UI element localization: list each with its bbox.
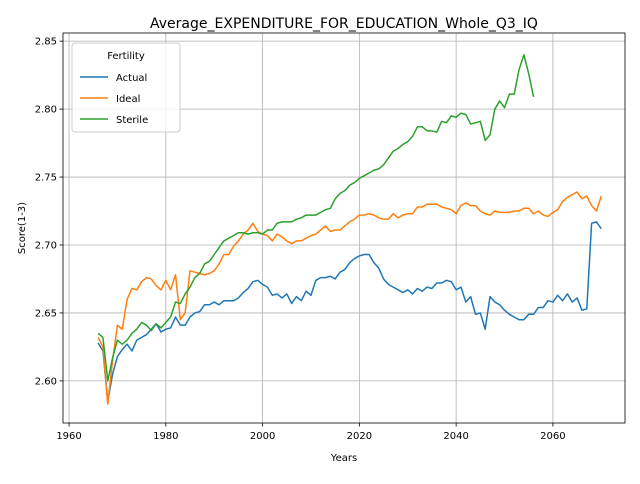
x-tick-label: 1980 bbox=[153, 431, 178, 442]
y-tick-label: 2.65 bbox=[35, 308, 57, 319]
plot-frame bbox=[62, 32, 626, 424]
y-tick-label: 2.60 bbox=[35, 376, 57, 387]
x-tick-label: 2040 bbox=[443, 431, 468, 442]
line-series bbox=[97, 191, 603, 405]
y-axis-label: Score(1-3) bbox=[17, 202, 28, 254]
chart-title: Average_EXPENDITURE_FOR_EDUCATION_Whole_… bbox=[150, 16, 538, 32]
x-tick-label: 2000 bbox=[250, 431, 275, 442]
legend-title: Fertility bbox=[107, 51, 145, 62]
y-tick-label: 2.70 bbox=[35, 240, 57, 251]
x-tick-label: 2060 bbox=[540, 431, 565, 442]
x-tick-label: 2020 bbox=[347, 431, 372, 442]
x-tick-label: 1960 bbox=[56, 431, 81, 442]
legend-label: Sterile bbox=[116, 115, 148, 126]
y-tick-label: 2.85 bbox=[35, 37, 57, 48]
x-axis-label: Years bbox=[330, 453, 357, 464]
line-series bbox=[97, 53, 535, 382]
legend-label: Ideal bbox=[116, 94, 140, 105]
legend-label: Actual bbox=[116, 73, 147, 84]
y-tick-label: 2.75 bbox=[35, 173, 57, 184]
legend-box bbox=[71, 42, 181, 133]
legend: Fertility Actual Ideal Sterile bbox=[71, 42, 181, 133]
line-series bbox=[97, 221, 602, 403]
y-tick-label: 2.80 bbox=[35, 105, 57, 116]
